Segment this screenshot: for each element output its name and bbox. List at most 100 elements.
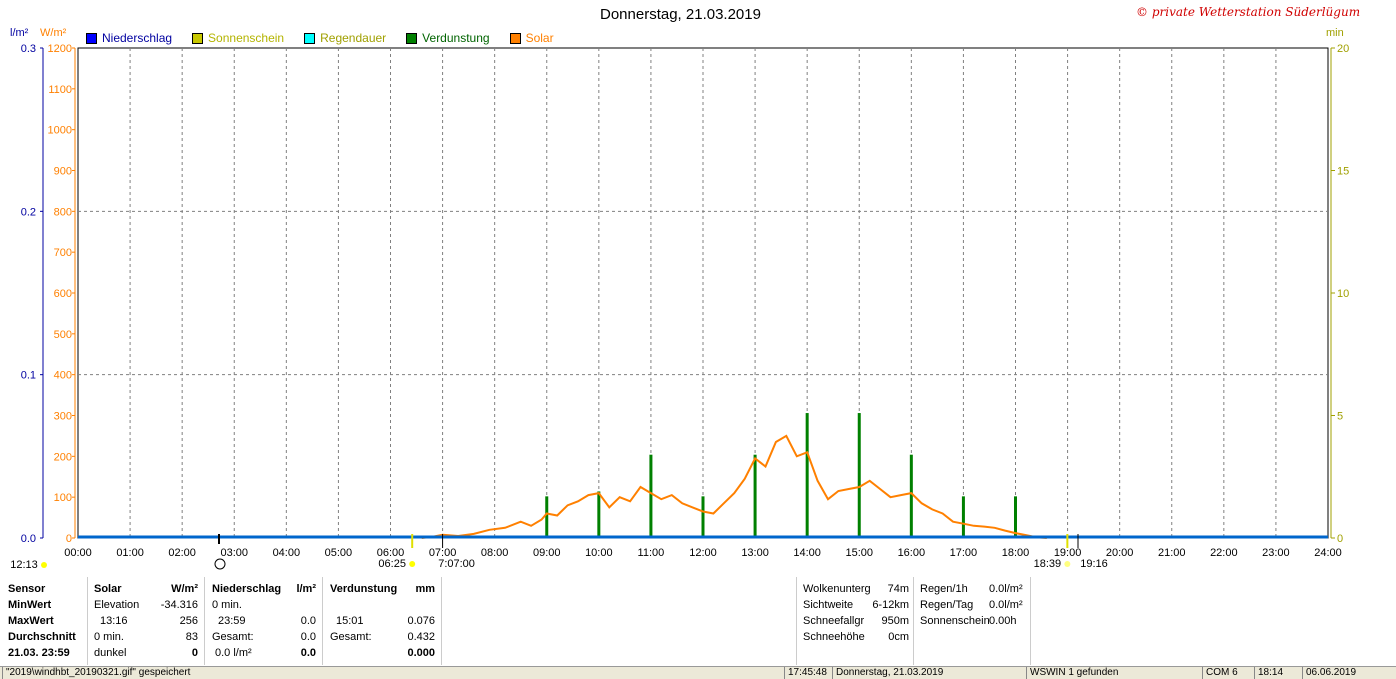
tick-label-x: 19:00 — [1054, 547, 1082, 559]
legend-label: Verdunstung — [422, 31, 490, 45]
copyright-label: © private Wetterstation Süderlügum — [1136, 5, 1361, 19]
legend-label: Niederschlag — [102, 31, 173, 45]
tick-label-x: 12:00 — [689, 547, 717, 559]
solar-row-value: 256 — [179, 615, 198, 627]
tick-label-x: 20:00 — [1106, 547, 1134, 559]
stats-solar: Solar W/m² Elevation -34.316 13:16 256 0… — [88, 577, 205, 665]
tick-label-precip: 0.0 — [21, 533, 36, 545]
legend-swatch — [304, 32, 316, 44]
niederschlag-unit: l/m² — [296, 583, 316, 595]
stats-weather: Wolkenunterg 74m Sichtweite 6-12km Schne… — [796, 577, 913, 665]
tick-label-solar: 900 — [54, 166, 72, 178]
status-file: "2019\windhbt_20190321.gif" gespeichert — [2, 667, 786, 679]
weather-value: 950m — [881, 615, 909, 627]
solar-row-label: dunkel — [94, 647, 127, 659]
weather-value: 0cm — [888, 631, 909, 643]
status-ws: WSWIN 1 gefunden — [1026, 667, 1202, 679]
solar-row-label: 13:16 — [100, 615, 128, 627]
sunset-label: 18:39 — [1034, 558, 1062, 570]
legend: Niederschlag Sonnenschein Regendauer Verdun… — [86, 31, 574, 45]
weather-label: Sichtweite — [803, 599, 854, 611]
stats-sensor: Sensor MinWert MaxWert Durchschnitt 21.0… — [0, 577, 88, 665]
tick-label-solar: 600 — [54, 288, 72, 300]
sensor-date: 21.03. 23:59 — [8, 647, 70, 659]
legend-item-regendauer: Regendauer — [304, 31, 386, 45]
tick-label-x: 09:00 — [533, 547, 561, 559]
sensor-min: MinWert — [8, 599, 52, 611]
tick-label-x: 18:00 — [1002, 547, 1030, 559]
tick-label-solar: 1200 — [48, 43, 72, 55]
stats-verdunstung: Verdunstung mm 15:01 0.076 Gesamt: 0.432… — [323, 577, 442, 665]
verdunstung-bar — [701, 496, 705, 538]
tick-label-solar: 200 — [54, 451, 72, 463]
niederschlag-row-label: 23:59 — [218, 615, 246, 627]
solar-unit: W/m² — [171, 583, 198, 595]
tick-label-x: 16:00 — [898, 547, 926, 559]
weather-value: 6-12km — [872, 599, 909, 611]
tick-label-x: 08:00 — [481, 547, 509, 559]
tick-label-right: 15 — [1337, 166, 1349, 178]
status-com: COM 6 — [1202, 667, 1254, 679]
solar-row-label: Elevation — [94, 599, 140, 611]
verdunstung-bar — [857, 413, 861, 538]
sensor-avg: Durchschnitt — [8, 631, 76, 643]
sunrise-label: 06:25 — [378, 558, 406, 570]
chart-title: Donnerstag, 21.03.2019 — [600, 6, 761, 23]
tick-label-x: 17:00 — [950, 547, 978, 559]
tick-label-solar: 0 — [66, 533, 72, 545]
verdunstung-row-value: 0.432 — [407, 631, 435, 643]
niederschlag-row-value: 0.0 — [300, 647, 316, 659]
verdunstung-header: Verdunstung — [330, 583, 398, 595]
niederschlag-row-label: 0.0 l/m² — [215, 647, 252, 659]
solar-row-value: 83 — [185, 631, 198, 643]
tick-label-x: 06:00 — [377, 547, 405, 559]
tick-label-x: 14:00 — [793, 547, 821, 559]
stats-rain: Regen/1h 0.0l/m² Regen/Tag 0.0l/m² Sonne… — [913, 577, 1031, 665]
tick-label-x: 10:00 — [585, 547, 613, 559]
status-clock: 18:14 — [1254, 667, 1302, 679]
niederschlag-row-value: 0.0 — [300, 615, 316, 627]
tick-label-solar: 500 — [54, 329, 72, 341]
tick-label-right: 10 — [1337, 288, 1349, 300]
solar-row-label: 0 min. — [94, 631, 124, 643]
tick-label-x: 22:00 — [1210, 547, 1238, 559]
tick-label-precip: 0.1 — [21, 370, 36, 382]
tick-label-x: 05:00 — [325, 547, 353, 559]
verdunstung-row-label: Gesamt: — [330, 631, 372, 643]
status-time: 17:45:48 — [784, 667, 832, 679]
sensor-max: MaxWert — [8, 615, 54, 627]
sunrise-marker — [409, 561, 416, 567]
tick-label-solar: 300 — [54, 411, 72, 423]
verdunstung-bar — [597, 491, 601, 538]
legend-label: Regendauer — [320, 31, 387, 45]
status-bar: "2019\windhbt_20190321.gif" gespeichert … — [0, 666, 1396, 679]
civil-end-label: 19:16 — [1080, 558, 1108, 570]
tick-label-solar: 400 — [54, 370, 72, 382]
sunset-marker — [1064, 561, 1071, 567]
tick-label-x: 13:00 — [741, 547, 769, 559]
verdunstung-bar — [805, 413, 809, 538]
legend-swatch — [509, 32, 521, 44]
stats-niederschlag: Niederschlag l/m² 0 min. 23:59 0.0 Gesam… — [205, 577, 323, 665]
verdunstung-bar — [961, 496, 965, 538]
rain-label: Regen/Tag — [920, 599, 974, 611]
tick-label-precip: 0.3 — [21, 43, 36, 55]
verdunstung-row-label: 15:01 — [336, 615, 364, 627]
verdunstung-bar — [545, 496, 549, 538]
verdunstung-unit: mm — [415, 583, 435, 595]
tick-label-solar: 800 — [54, 206, 72, 218]
tick-label-x: 01:00 — [116, 547, 144, 559]
weather-label: Schneehöhe — [803, 631, 865, 643]
tick-label-solar: 700 — [54, 247, 72, 259]
legend-item-verdunstung: Verdunstung — [406, 31, 490, 45]
tick-label-x: 24:00 — [1314, 547, 1342, 559]
solar-row-value: 0 — [191, 647, 198, 659]
tick-label-x: 23:00 — [1262, 547, 1290, 559]
status-date: Donnerstag, 21.03.2019 — [832, 667, 1026, 679]
legend-swatch — [192, 32, 204, 44]
status-today: 06.06.2019 — [1302, 667, 1396, 679]
legend-label: Sonnenschein — [208, 31, 285, 45]
tick-label-x: 11:00 — [638, 547, 665, 559]
niederschlag-header: Niederschlag — [212, 583, 282, 595]
rain-value: 0.00h — [989, 615, 1017, 627]
